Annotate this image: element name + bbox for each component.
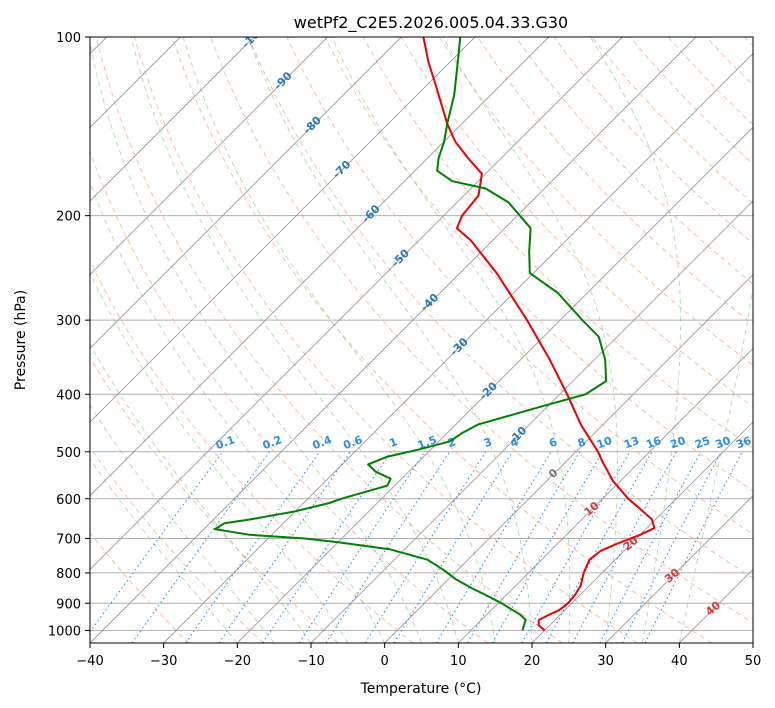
- dry-adiabat-line: [90, 260, 414, 643]
- moist-adiabat-line: [90, 271, 349, 643]
- mixing-ratio-label: 0.2: [261, 433, 284, 452]
- y-tick-label: 600: [56, 493, 81, 508]
- isotherm-line: [458, 347, 753, 643]
- mixing-ratio-label: 20: [668, 434, 687, 452]
- mixing-ratio-label: 3: [482, 435, 494, 450]
- isotherm-line: [90, 37, 697, 643]
- dry-adiabat-line: [248, 37, 753, 579]
- mixing-ratio-line: [364, 451, 487, 643]
- dry-adiabat-line: [95, 37, 563, 643]
- dry-adiabat-line: [400, 37, 753, 408]
- dry-adiabat-line: [90, 356, 339, 643]
- sounding-profiles: [213, 37, 656, 632]
- x-tick-label: 30: [597, 654, 614, 669]
- y-tick-label: 300: [56, 314, 81, 329]
- moist-adiabat-line: [90, 41, 422, 643]
- isotherm-line: [384, 274, 753, 643]
- isotherm-line: [90, 37, 476, 423]
- moist-adiabat-line: [331, 37, 571, 643]
- background-lines: [90, 37, 753, 643]
- mixing-ratio-label: 10: [595, 434, 614, 452]
- isotherm-line: [90, 37, 623, 570]
- dry-adiabat-line: [133, 37, 638, 643]
- mixing-ratio-label: 4: [509, 435, 521, 450]
- mixing-ratio-label: 2: [446, 435, 458, 450]
- mixing-ratio-label: 16: [644, 434, 663, 452]
- moist-adiabat-line: [130, 37, 459, 643]
- y-tick-label: 800: [56, 567, 81, 582]
- isotherm-line: [605, 495, 753, 643]
- x-tick-label: −30: [150, 654, 177, 669]
- x-tick-label: 50: [745, 654, 762, 669]
- dry-adiabat-line: [438, 37, 753, 366]
- mixing-ratio-label: 30: [714, 434, 733, 452]
- isotherm-line: [90, 37, 328, 276]
- x-axis-label: Temperature (°C): [360, 681, 482, 697]
- isotherm-line: [531, 421, 753, 643]
- mixing-ratio-line: [218, 451, 351, 643]
- moist-adiabat-line: [90, 458, 238, 643]
- y-tick-label: 400: [56, 388, 81, 403]
- x-tick-label: 40: [671, 654, 688, 669]
- x-tick-label: 10: [450, 654, 467, 669]
- y-tick-label: 900: [56, 597, 81, 612]
- y-tick-label: 500: [56, 446, 81, 461]
- moist-adiabat-line: [182, 37, 496, 643]
- chart-title: wetPf2_C2E5.2026.005.04.33.G30: [294, 13, 568, 33]
- mixing-ratio-label: 1.5: [416, 433, 439, 452]
- x-tick-label: −20: [224, 654, 251, 669]
- mixing-ratio-label: 36: [734, 434, 753, 452]
- plot-frame: [89, 36, 754, 644]
- isotherm-line: [310, 200, 753, 643]
- moist-adiabat-line: [90, 343, 312, 643]
- dry-adiabat-line: [324, 37, 753, 492]
- mixing-ratio-line: [325, 451, 451, 643]
- mixing-ratio-label: 1: [388, 435, 400, 450]
- isotherm-line: [163, 53, 753, 643]
- y-tick-label: 100: [56, 31, 81, 46]
- mixing-ratio-label: 25: [693, 434, 712, 451]
- x-tick-label: −40: [76, 654, 103, 669]
- dry-adiabat-line: [210, 37, 753, 624]
- moist-adiabat-line: [247, 37, 533, 643]
- mixing-ratio-line: [298, 451, 426, 643]
- mixing-ratio-label: 0.1: [214, 433, 237, 452]
- x-tick-label: 20: [524, 654, 541, 669]
- moist-adiabat-line: [589, 37, 682, 643]
- dewpoint-profile-line: [213, 37, 608, 631]
- moist-adiabat-line: [90, 181, 386, 643]
- mixing-ratio-line: [262, 451, 392, 643]
- isotherm-line: [90, 37, 549, 497]
- mixing-ratio-label: 6: [547, 435, 559, 450]
- y-tick-label: 1000: [48, 624, 81, 639]
- y-tick-label: 200: [56, 210, 81, 225]
- mixing-ratio-label: 8: [576, 435, 588, 450]
- moist-adiabat-line: [90, 404, 275, 643]
- x-tick-label: 0: [381, 654, 389, 669]
- y-tick-label: 700: [56, 533, 81, 548]
- isotherm-line: [90, 37, 255, 202]
- mixing-ratio-label: 13: [622, 434, 641, 451]
- x-tick-label: −10: [297, 654, 324, 669]
- mixing-ratio-line: [435, 451, 552, 643]
- mixing-ratio-line: [467, 451, 581, 643]
- mixing-ratio-label: 0.6: [341, 433, 364, 452]
- mixing-ratio-line: [599, 451, 702, 643]
- dry-adiabat-line: [90, 532, 190, 643]
- dry-adiabat-line: [286, 37, 753, 535]
- mixing-ratio-line: [185, 451, 321, 643]
- mixing-ratio-line: [393, 451, 513, 643]
- temperature-profile-line: [422, 37, 656, 632]
- mixing-ratio-label: 0.4: [311, 433, 334, 452]
- mixing-ratio-line: [572, 451, 677, 643]
- isotherm-line: [90, 37, 402, 349]
- y-axis-label: Pressure (hPa): [13, 290, 29, 390]
- axes: −40 −30 −20 −10 0 10 20 30 40 5010020030040050060…: [48, 31, 761, 669]
- moist-adiabat-line: [442, 37, 618, 643]
